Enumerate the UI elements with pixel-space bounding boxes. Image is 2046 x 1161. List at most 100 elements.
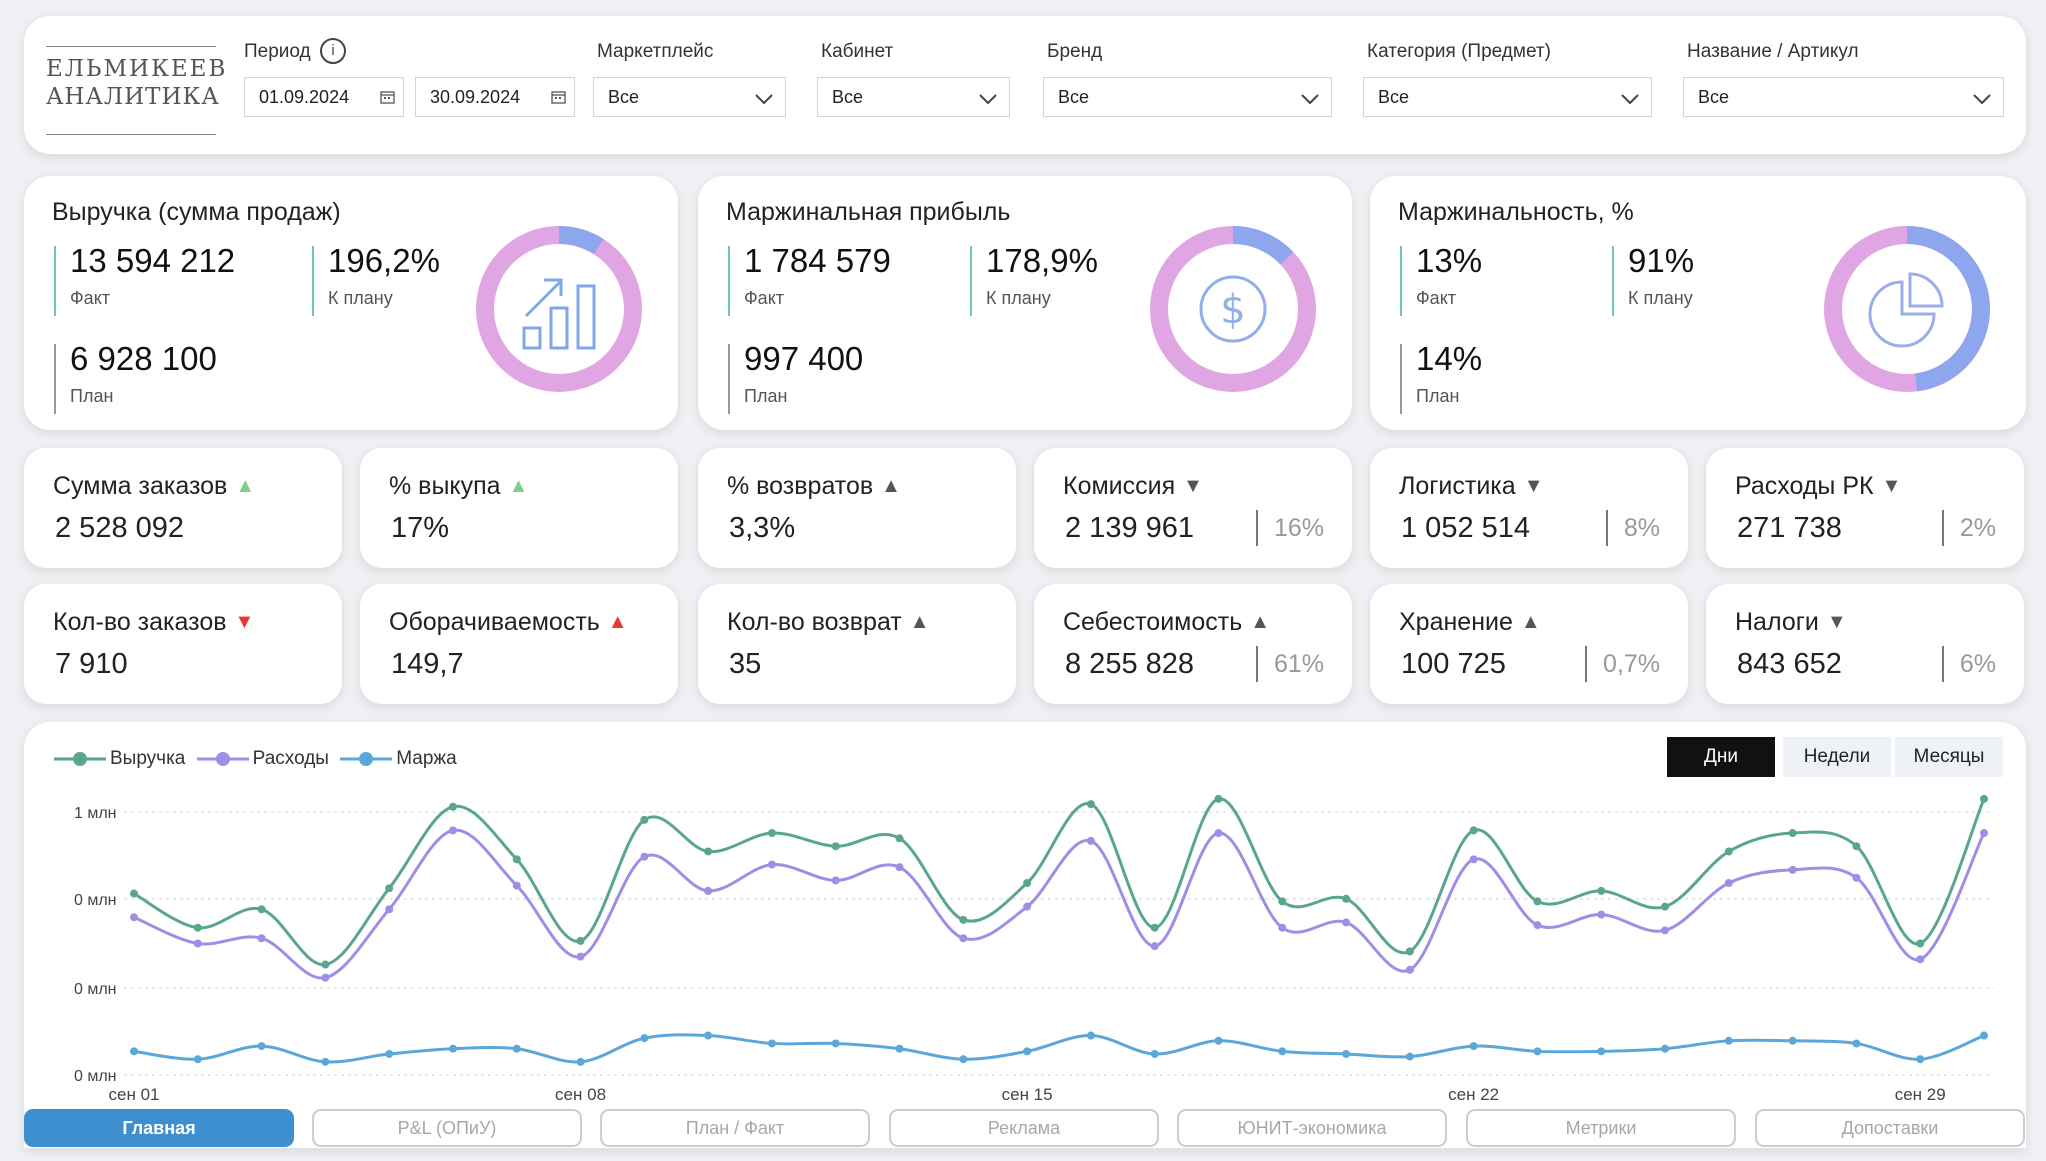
data-point-expenses[interactable] <box>831 876 840 885</box>
data-point-revenue[interactable] <box>257 905 266 914</box>
data-point-revenue[interactable] <box>959 915 968 924</box>
data-point-margin[interactable] <box>576 1057 585 1066</box>
data-point-revenue[interactable] <box>831 842 840 851</box>
data-point-revenue[interactable] <box>1023 879 1032 888</box>
data-point-margin[interactable] <box>640 1034 649 1043</box>
nav-plan-fact[interactable]: План / Факт <box>600 1109 870 1147</box>
data-point-revenue[interactable] <box>1661 902 1670 911</box>
data-point-margin[interactable] <box>767 1039 776 1048</box>
data-point-expenses[interactable] <box>767 860 776 869</box>
data-point-revenue[interactable] <box>448 802 457 811</box>
data-point-margin[interactable] <box>1342 1049 1351 1058</box>
data-point-expenses[interactable] <box>1533 921 1542 930</box>
data-point-expenses[interactable] <box>1852 873 1861 882</box>
data-point-expenses[interactable] <box>193 939 202 948</box>
data-point-margin[interactable] <box>130 1047 138 1056</box>
data-point-revenue[interactable] <box>576 936 585 945</box>
data-point-margin[interactable] <box>1724 1036 1733 1045</box>
data-point-revenue[interactable] <box>1342 894 1351 903</box>
data-point-expenses[interactable] <box>1278 923 1287 932</box>
data-point-expenses[interactable] <box>959 934 968 943</box>
data-point-revenue[interactable] <box>1852 842 1861 851</box>
data-point-expenses[interactable] <box>1724 879 1733 888</box>
legend-item-margin[interactable]: Маржа <box>340 748 457 770</box>
data-point-expenses[interactable] <box>1788 865 1797 874</box>
calendar-icon[interactable] <box>380 90 395 104</box>
data-point-revenue[interactable] <box>321 960 330 969</box>
data-point-revenue[interactable] <box>1214 794 1223 803</box>
data-point-revenue[interactable] <box>1597 886 1606 895</box>
data-point-expenses[interactable] <box>1597 910 1606 919</box>
data-point-margin[interactable] <box>831 1039 840 1048</box>
data-point-margin[interactable] <box>1086 1031 1095 1040</box>
data-point-revenue[interactable] <box>130 889 138 898</box>
data-point-expenses[interactable] <box>512 881 521 890</box>
data-point-revenue[interactable] <box>767 829 776 838</box>
data-point-margin[interactable] <box>959 1055 968 1064</box>
toggle-weeks[interactable]: Недели <box>1783 737 1891 777</box>
data-point-margin[interactable] <box>193 1055 202 1064</box>
toggle-days[interactable]: Дни <box>1667 737 1775 777</box>
data-point-expenses[interactable] <box>1661 926 1670 935</box>
date-from-input[interactable]: 01.09.2024 <box>244 77 404 117</box>
toggle-months[interactable]: Месяцы <box>1895 737 2003 777</box>
data-point-margin[interactable] <box>1597 1047 1606 1056</box>
data-point-expenses[interactable] <box>448 826 457 835</box>
data-point-expenses[interactable] <box>704 886 713 895</box>
data-point-expenses[interactable] <box>1214 829 1223 838</box>
data-point-expenses[interactable] <box>1342 918 1351 927</box>
data-point-margin[interactable] <box>895 1044 904 1053</box>
data-point-margin[interactable] <box>1150 1049 1159 1058</box>
data-point-expenses[interactable] <box>1150 942 1159 951</box>
data-point-expenses[interactable] <box>130 913 138 922</box>
data-point-expenses[interactable] <box>640 852 649 861</box>
data-point-expenses[interactable] <box>576 952 585 961</box>
data-point-revenue[interactable] <box>1533 897 1542 906</box>
data-point-margin[interactable] <box>1469 1042 1478 1051</box>
legend-item-revenue[interactable]: Выручка <box>54 748 185 770</box>
data-point-margin[interactable] <box>448 1044 457 1053</box>
data-point-margin[interactable] <box>1788 1036 1797 1045</box>
data-point-margin[interactable] <box>1916 1055 1925 1064</box>
data-point-expenses[interactable] <box>1086 836 1095 845</box>
nav-pnl[interactable]: P&L (ОПиУ) <box>312 1109 582 1147</box>
data-point-expenses[interactable] <box>321 973 330 982</box>
data-point-margin[interactable] <box>1023 1047 1032 1056</box>
nav-unit-economics[interactable]: ЮНИТ-экономика <box>1177 1109 1447 1147</box>
data-point-expenses[interactable] <box>1980 829 1988 838</box>
date-to-input[interactable]: 30.09.2024 <box>415 77 575 117</box>
data-point-expenses[interactable] <box>257 934 266 943</box>
category-select[interactable]: Все <box>1363 77 1652 117</box>
data-point-margin[interactable] <box>1278 1047 1287 1056</box>
marketplace-select[interactable]: Все <box>593 77 786 117</box>
data-point-revenue[interactable] <box>1086 800 1095 809</box>
data-point-revenue[interactable] <box>895 834 904 843</box>
data-point-revenue[interactable] <box>1278 897 1287 906</box>
article-select[interactable]: Все <box>1683 77 2004 117</box>
data-point-expenses[interactable] <box>1916 955 1925 964</box>
data-point-expenses[interactable] <box>1023 902 1032 911</box>
data-point-revenue[interactable] <box>1150 923 1159 932</box>
data-point-revenue[interactable] <box>1980 794 1988 803</box>
data-point-margin[interactable] <box>1533 1047 1542 1056</box>
calendar-icon[interactable] <box>551 90 566 104</box>
data-point-margin[interactable] <box>704 1031 713 1040</box>
data-point-expenses[interactable] <box>1469 855 1478 864</box>
data-point-margin[interactable] <box>321 1057 330 1066</box>
data-point-revenue[interactable] <box>640 815 649 824</box>
data-point-revenue[interactable] <box>385 884 394 893</box>
data-point-margin[interactable] <box>1214 1036 1223 1045</box>
nav-main[interactable]: Главная <box>24 1109 294 1147</box>
legend-item-expenses[interactable]: Расходы <box>196 748 329 770</box>
data-point-margin[interactable] <box>1661 1044 1670 1053</box>
data-point-margin[interactable] <box>257 1042 266 1051</box>
brand-select[interactable]: Все <box>1043 77 1332 117</box>
data-point-expenses[interactable] <box>1405 965 1414 974</box>
nav-ads[interactable]: Реклама <box>889 1109 1159 1147</box>
data-point-revenue[interactable] <box>1405 947 1414 956</box>
data-point-revenue[interactable] <box>704 847 713 856</box>
data-point-revenue[interactable] <box>1724 847 1733 856</box>
data-point-expenses[interactable] <box>895 863 904 872</box>
data-point-revenue[interactable] <box>1916 939 1925 948</box>
data-point-revenue[interactable] <box>512 855 521 864</box>
